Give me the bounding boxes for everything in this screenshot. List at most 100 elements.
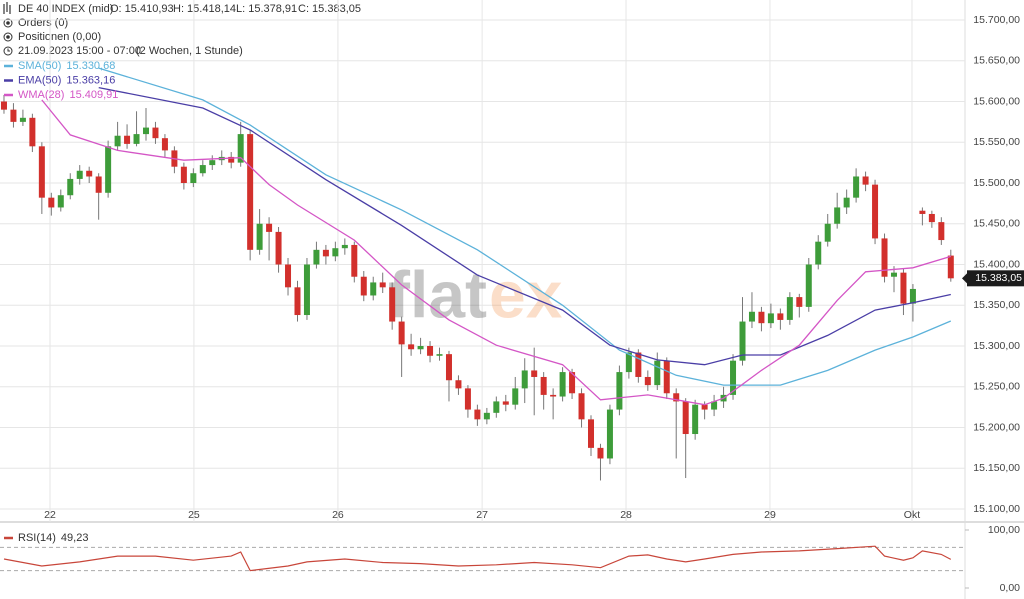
candle-body: [540, 376, 547, 395]
candle-body: [294, 287, 301, 316]
candle-body: [161, 138, 168, 151]
candle-body: [237, 134, 244, 163]
candle-body: [360, 276, 367, 296]
candle-body: [701, 404, 708, 410]
candle-body: [275, 231, 282, 265]
legend-value: 15.330,68: [66, 60, 115, 72]
y-tick-label: 15.250,00: [973, 381, 1020, 393]
legend-value: 15.363,16: [66, 74, 115, 86]
candle-body: [900, 272, 907, 304]
candle-body: [76, 170, 83, 179]
header-icons: [3, 2, 13, 56]
candle-body: [341, 244, 348, 249]
candle-body: [777, 313, 784, 320]
legend-name: EMA(50): [18, 74, 61, 86]
candle-body: [521, 370, 528, 389]
candle-body: [285, 264, 292, 288]
candle-body: [834, 207, 841, 224]
candle-body: [105, 146, 112, 193]
candle-body: [588, 419, 595, 448]
x-tick-label: 28: [620, 509, 632, 521]
legend-value: 15.409,91: [69, 89, 118, 101]
candle-body: [483, 412, 490, 420]
candle-body: [673, 393, 680, 402]
candle-body: [427, 346, 434, 356]
candle-body: [550, 394, 557, 397]
candle-body: [10, 109, 17, 122]
candle-body: [692, 404, 699, 435]
candle-body: [862, 176, 869, 185]
candle-body: [48, 197, 55, 208]
candle-body: [322, 249, 329, 257]
candle-body: [67, 178, 74, 196]
candle-body: [266, 223, 273, 232]
y-tick-label: 15.150,00: [973, 462, 1020, 474]
candle-body: [57, 195, 64, 208]
candle-body: [616, 372, 623, 410]
candle-body: [464, 388, 471, 410]
y-tick-label: 15.300,00: [973, 340, 1020, 352]
candle-body: [909, 288, 916, 304]
candle-body: [29, 117, 36, 147]
x-tick-label: 25: [188, 509, 200, 521]
last-price-label: 15.383,05: [975, 272, 1022, 284]
range: (2 Wochen, 1 Stunde): [136, 45, 243, 57]
candle-body: [663, 360, 670, 394]
ohlc-high: H: 15.418,14: [173, 3, 236, 15]
candle-body: [758, 311, 765, 324]
candle-body: [578, 393, 585, 420]
candle-body: [739, 321, 746, 361]
candle-body: [644, 376, 651, 386]
candle-body: [190, 173, 197, 183]
y-tick-label: 100,00: [988, 524, 1020, 536]
candle-body: [928, 213, 935, 223]
candle-body: [919, 210, 926, 214]
legend-name: SMA(50): [18, 60, 61, 72]
candle-body: [95, 176, 102, 193]
candle-body: [455, 380, 462, 389]
orders[interactable]: Orders (0): [18, 17, 68, 29]
candle-body: [124, 135, 131, 144]
candle-body: [398, 321, 405, 345]
candle-body: [228, 156, 235, 163]
candle-body: [0, 101, 7, 110]
candle-body: [86, 170, 93, 177]
candle-body: [606, 409, 613, 459]
candle-body: [843, 197, 850, 208]
candle-body: [938, 222, 945, 241]
candle-body: [474, 409, 481, 420]
candle-body: [303, 264, 310, 316]
candle-body: [872, 184, 879, 239]
x-tick-label: 29: [764, 509, 776, 521]
candle-body: [379, 282, 386, 288]
candle-body: [635, 352, 642, 377]
y-tick-label: 15.450,00: [973, 218, 1020, 230]
x-tick-label: Okt: [904, 509, 920, 521]
candle-body: [805, 264, 812, 307]
candle-body: [512, 388, 519, 405]
candle-body: [824, 223, 831, 242]
ma-line: [41, 99, 951, 406]
candle-body: [436, 354, 443, 356]
positions[interactable]: Positionen (0,00): [18, 31, 101, 43]
candle-body: [313, 249, 320, 265]
candle-body: [796, 297, 803, 307]
candle-body: [351, 244, 358, 277]
candle-body: [502, 401, 509, 405]
y-tick-label: 15.200,00: [973, 421, 1020, 433]
candle-body: [445, 354, 452, 381]
instrument: DE 40 INDEX (mid): [18, 3, 113, 15]
x-tick-label: 22: [44, 509, 56, 521]
candle-body: [332, 248, 339, 257]
ma-line: [98, 67, 952, 386]
candle-body: [853, 176, 860, 198]
candle-body: [730, 360, 737, 395]
candle-body: [493, 401, 500, 413]
candle-body: [256, 223, 263, 250]
x-tick-label: 27: [476, 509, 488, 521]
candle-body: [247, 134, 254, 250]
legend-name: RSI(14): [18, 532, 56, 544]
watermark: flat: [388, 257, 487, 331]
y-tick-label: 15.500,00: [973, 177, 1020, 189]
